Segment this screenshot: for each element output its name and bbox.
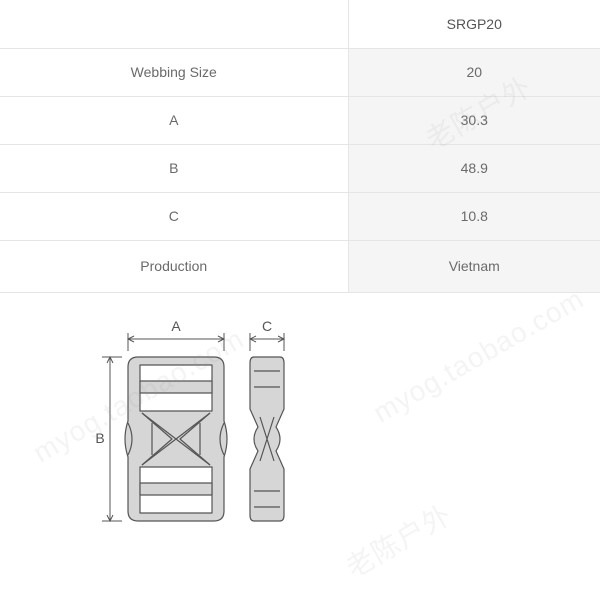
table-row: Production Vietnam	[0, 240, 600, 292]
dim-label-c: C	[262, 318, 272, 334]
buckle-diagram: A C B	[0, 293, 600, 571]
row-value: Vietnam	[348, 240, 600, 292]
table-row: C 10.8	[0, 192, 600, 240]
buckle-side-view	[250, 357, 284, 521]
spec-table: SRGP20 Webbing Size 20 A 30.3 B 48.9 C 1…	[0, 0, 600, 293]
table-row: A 30.3	[0, 96, 600, 144]
dim-label-a: A	[171, 318, 181, 334]
buckle-diagram-svg: A C B	[90, 311, 350, 571]
buckle-front-view	[125, 357, 227, 521]
row-label: A	[0, 96, 348, 144]
table-header-row: SRGP20	[0, 0, 600, 48]
header-value-cell: SRGP20	[348, 0, 600, 48]
table-row: Webbing Size 20	[0, 48, 600, 96]
dim-label-b: B	[95, 430, 104, 446]
row-label: Production	[0, 240, 348, 292]
row-label: C	[0, 192, 348, 240]
row-value: 30.3	[348, 96, 600, 144]
row-label: B	[0, 144, 348, 192]
row-value: 10.8	[348, 192, 600, 240]
header-label-cell	[0, 0, 348, 48]
table-row: B 48.9	[0, 144, 600, 192]
row-value: 20	[348, 48, 600, 96]
row-label: Webbing Size	[0, 48, 348, 96]
row-value: 48.9	[348, 144, 600, 192]
